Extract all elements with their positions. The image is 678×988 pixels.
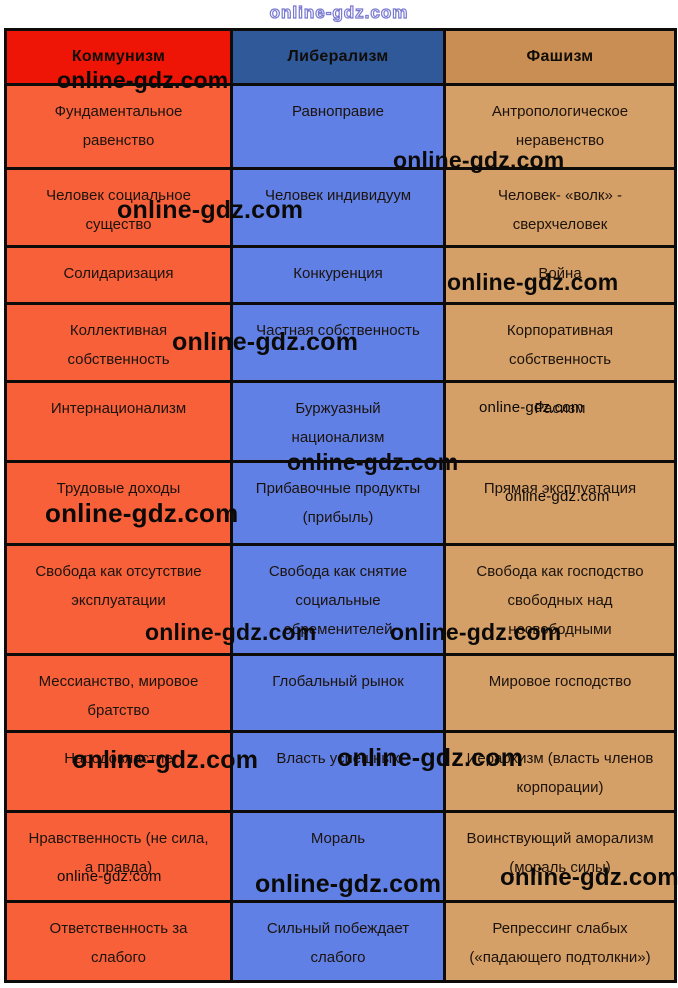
table-cell: Глобальный рынок xyxy=(230,653,446,733)
table-row: Народовластие Власть успешных Иерархизм … xyxy=(4,730,677,813)
table-cell: Буржуазный национализм xyxy=(230,380,446,463)
table-cell: Народовластие xyxy=(4,730,233,813)
site-watermark: online-gdz.com xyxy=(390,619,562,645)
column-header-communism: Коммунизм xyxy=(4,28,233,86)
site-watermark: online-gdz.com xyxy=(269,3,409,22)
table-cell: Корпоративная собственность xyxy=(443,302,677,383)
site-watermark: online-gdz.com xyxy=(479,399,584,416)
table-cell: Интернационализм xyxy=(4,380,233,463)
table-cell: Солидаризация xyxy=(4,245,233,305)
table-row: Трудовые доходы Прибавочные продукты (пр… xyxy=(4,460,677,546)
site-watermark: online-gdz.com xyxy=(287,449,459,475)
table-cell: Человек социальное существо xyxy=(4,167,233,248)
table-cell: Фундаментальное равенство xyxy=(4,83,233,170)
table-cell: Мораль xyxy=(230,810,446,903)
table-row: Свобода как отсутствие эксплуатации Своб… xyxy=(4,543,677,656)
table-cell: Воинствующий аморализм (мораль силы) xyxy=(443,810,677,903)
site-watermark: online-gdz.com xyxy=(57,67,229,93)
site-watermark: online-gdz.com xyxy=(117,196,304,224)
table-cell: Свобода как снятие социальные обремените… xyxy=(230,543,446,656)
table-cell: Репрессинг слабых («падающего подтолкни»… xyxy=(443,900,677,983)
site-watermark: online-gdz.com xyxy=(45,498,239,528)
table-cell: Иерархизм (власть членов корпорации) xyxy=(443,730,677,813)
column-header-fascism: Фашизм xyxy=(443,28,677,86)
table-row: Фундаментальное равенство Равноправие Ан… xyxy=(4,83,677,170)
table-cell: Трудовые доходы xyxy=(4,460,233,546)
table-row: Нравственность (не сила, а правда) Морал… xyxy=(4,810,677,903)
table-cell: Антропологическое неравенство xyxy=(443,83,677,170)
header-row: Коммунизм Либерализм Фашизм xyxy=(4,28,677,86)
table-row: Коллективная собственность Частная собст… xyxy=(4,302,677,383)
site-watermark: online-gdz.com xyxy=(72,746,259,774)
table-row: Человек социальное существо Человек инди… xyxy=(4,167,677,248)
table-cell: Прибавочные продукты (прибыль) xyxy=(230,460,446,546)
site-watermark: online-gdz.com xyxy=(337,744,524,772)
site-watermark: online-gdz.com xyxy=(505,488,610,505)
table-cell: Мессианство, мировое братство xyxy=(4,653,233,733)
site-watermark: online-gdz.com xyxy=(500,864,678,891)
table-cell: Война xyxy=(443,245,677,305)
site-watermark: online-gdz.com xyxy=(447,269,619,295)
table-cell: Ответственность за слабого xyxy=(4,900,233,983)
table-cell: Человек- «волк» - сверхчеловек xyxy=(443,167,677,248)
table-cell: Коллективная собственность xyxy=(4,302,233,383)
table-cell: Расизм xyxy=(443,380,677,463)
table-row: Ответственность за слабого Сильный побеж… xyxy=(4,900,677,983)
table-cell: Сильный побеждает слабого xyxy=(230,900,446,983)
column-header-liberalism: Либерализм xyxy=(230,28,446,86)
site-watermark: online-gdz.com xyxy=(393,147,565,173)
table-row: Солидаризация Конкуренция Война xyxy=(4,245,677,305)
site-watermark: online-gdz.com xyxy=(57,868,162,885)
table-row: Интернационализм Буржуазный национализм … xyxy=(4,380,677,463)
table-cell: Конкуренция xyxy=(230,245,446,305)
table-cell: Свобода как господство свободных над нес… xyxy=(443,543,677,656)
site-watermark: online-gdz.com xyxy=(145,619,317,645)
table-cell: Нравственность (не сила, а правда) xyxy=(4,810,233,903)
table-cell: Равноправие xyxy=(230,83,446,170)
table-cell: Власть успешных xyxy=(230,730,446,813)
table-cell: Прямая эксплуатация xyxy=(443,460,677,546)
table-cell: Частная собственность xyxy=(230,302,446,383)
site-watermark: online-gdz.com xyxy=(172,328,359,356)
table-cell: Человек индивидуум xyxy=(230,167,446,248)
table-cell: Мировое господство xyxy=(443,653,677,733)
site-watermark: online-gdz.com xyxy=(255,870,442,898)
table-row: Мессианство, мировое братство Глобальный… xyxy=(4,653,677,733)
table-cell: Свобода как отсутствие эксплуатации xyxy=(4,543,233,656)
ideologies-comparison-table: Коммунизм Либерализм Фашизм Фундаменталь… xyxy=(4,28,677,983)
